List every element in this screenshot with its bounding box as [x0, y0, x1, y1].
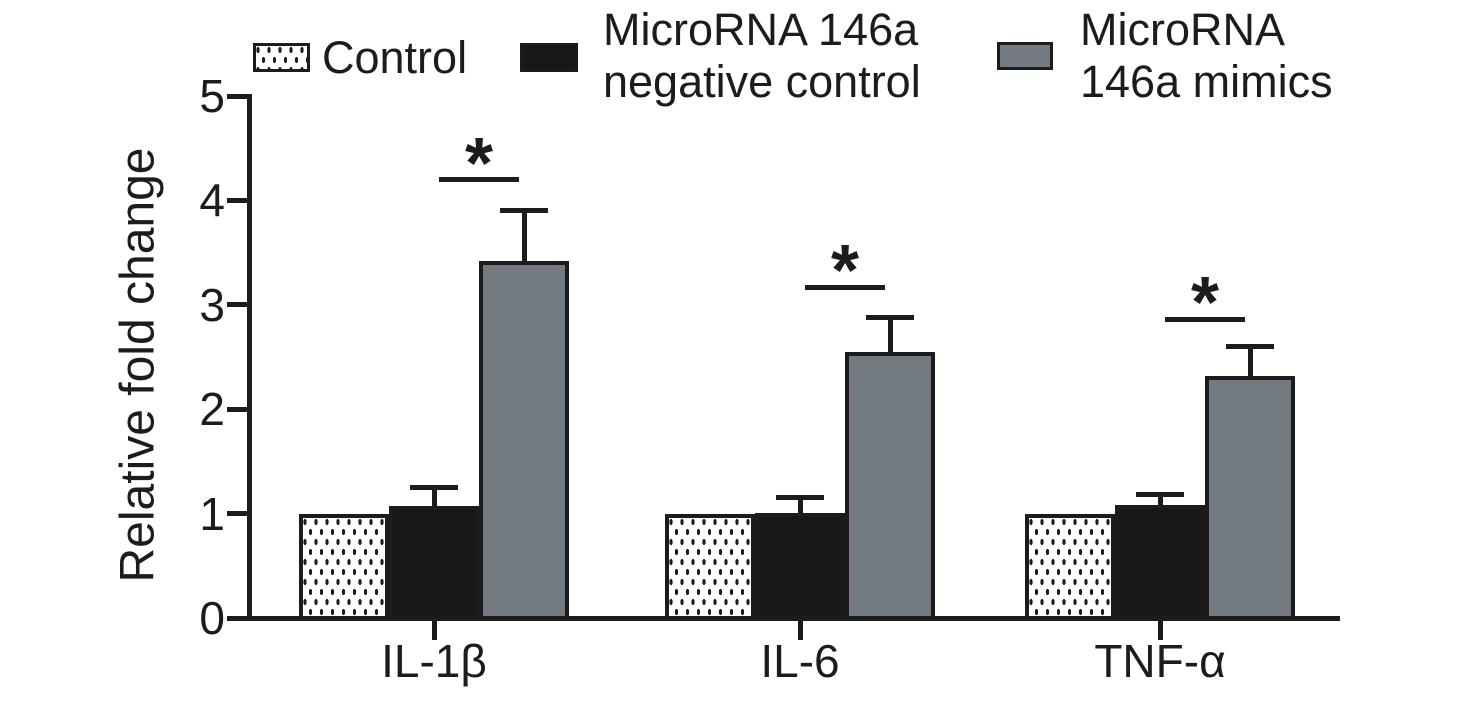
error-bar-cap — [866, 314, 914, 320]
error-bar-whisker — [521, 210, 527, 261]
y-tick — [227, 615, 247, 621]
error-bar-whisker — [797, 497, 803, 513]
bar — [1115, 505, 1205, 621]
error-bar-whisker — [1157, 494, 1163, 506]
legend-swatch-gray — [997, 42, 1053, 70]
error-bar-cap — [1136, 492, 1184, 498]
bar — [845, 351, 935, 621]
legend-label-line: negative control — [603, 56, 921, 107]
legend-label: MicroRNA 146a negative control — [603, 4, 921, 108]
x-tick — [797, 621, 803, 640]
significance-line — [805, 284, 885, 290]
legend-label-line: Control — [322, 32, 468, 83]
y-tick — [227, 197, 247, 203]
error-bar-cap — [500, 208, 548, 214]
legend-label: Control — [322, 32, 467, 84]
significance-asterisk: * — [1190, 263, 1220, 344]
error-bar-whisker — [887, 317, 893, 352]
x-tick — [431, 621, 437, 640]
legend-label-line: MicroRNA — [1080, 4, 1286, 55]
bar — [1025, 513, 1115, 621]
legend-label-line: 146a mimics — [1080, 56, 1333, 107]
significance-line — [439, 177, 519, 183]
y-tick — [227, 511, 247, 517]
significance-asterisk: * — [464, 123, 494, 204]
legend-label: MicroRNA 146a mimics — [1080, 4, 1333, 108]
y-tick-label: 5 — [199, 70, 225, 122]
error-bar-whisker — [431, 487, 437, 507]
y-tick-label: 3 — [199, 278, 225, 331]
y-tick-label: 1 — [199, 487, 225, 540]
bar — [389, 506, 479, 621]
error-bar-cap — [410, 485, 458, 490]
significance-line — [1165, 316, 1245, 322]
y-tick — [227, 406, 247, 412]
bar — [665, 513, 755, 621]
error-bar-whisker — [1247, 346, 1253, 376]
category-label: IL-6 — [760, 635, 840, 687]
legend-swatch-black — [520, 43, 578, 72]
category-label: IL-1β — [381, 635, 487, 687]
bar — [299, 513, 389, 621]
category-label: TNF-α — [1094, 635, 1226, 687]
y-axis-line — [247, 94, 252, 621]
error-bar-cap — [1226, 344, 1274, 350]
x-axis-line — [247, 616, 1340, 621]
y-tick-label: 0 — [199, 592, 225, 644]
bar — [1205, 375, 1295, 621]
y-tick — [227, 302, 247, 308]
legend-swatch-dotted — [253, 43, 310, 72]
legend-label-line: MicroRNA 146a — [603, 4, 919, 55]
y-tick-label: 2 — [199, 383, 225, 436]
y-tick-label: 4 — [199, 174, 225, 227]
significance-asterisk: * — [830, 231, 860, 312]
x-tick — [1157, 621, 1163, 640]
error-bar-cap — [776, 495, 824, 501]
bar — [755, 512, 845, 621]
y-tick — [227, 93, 247, 99]
bar — [479, 260, 569, 621]
